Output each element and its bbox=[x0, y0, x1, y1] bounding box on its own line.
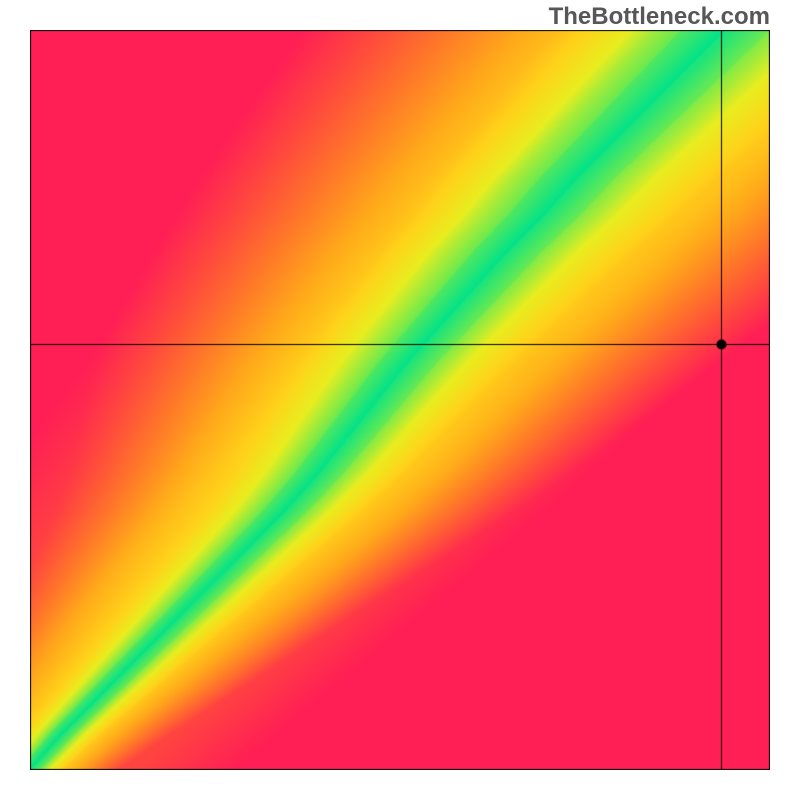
chart-container: TheBottleneck.com bbox=[0, 0, 800, 800]
bottleneck-heatmap bbox=[30, 30, 770, 770]
watermark-text: TheBottleneck.com bbox=[549, 3, 770, 31]
